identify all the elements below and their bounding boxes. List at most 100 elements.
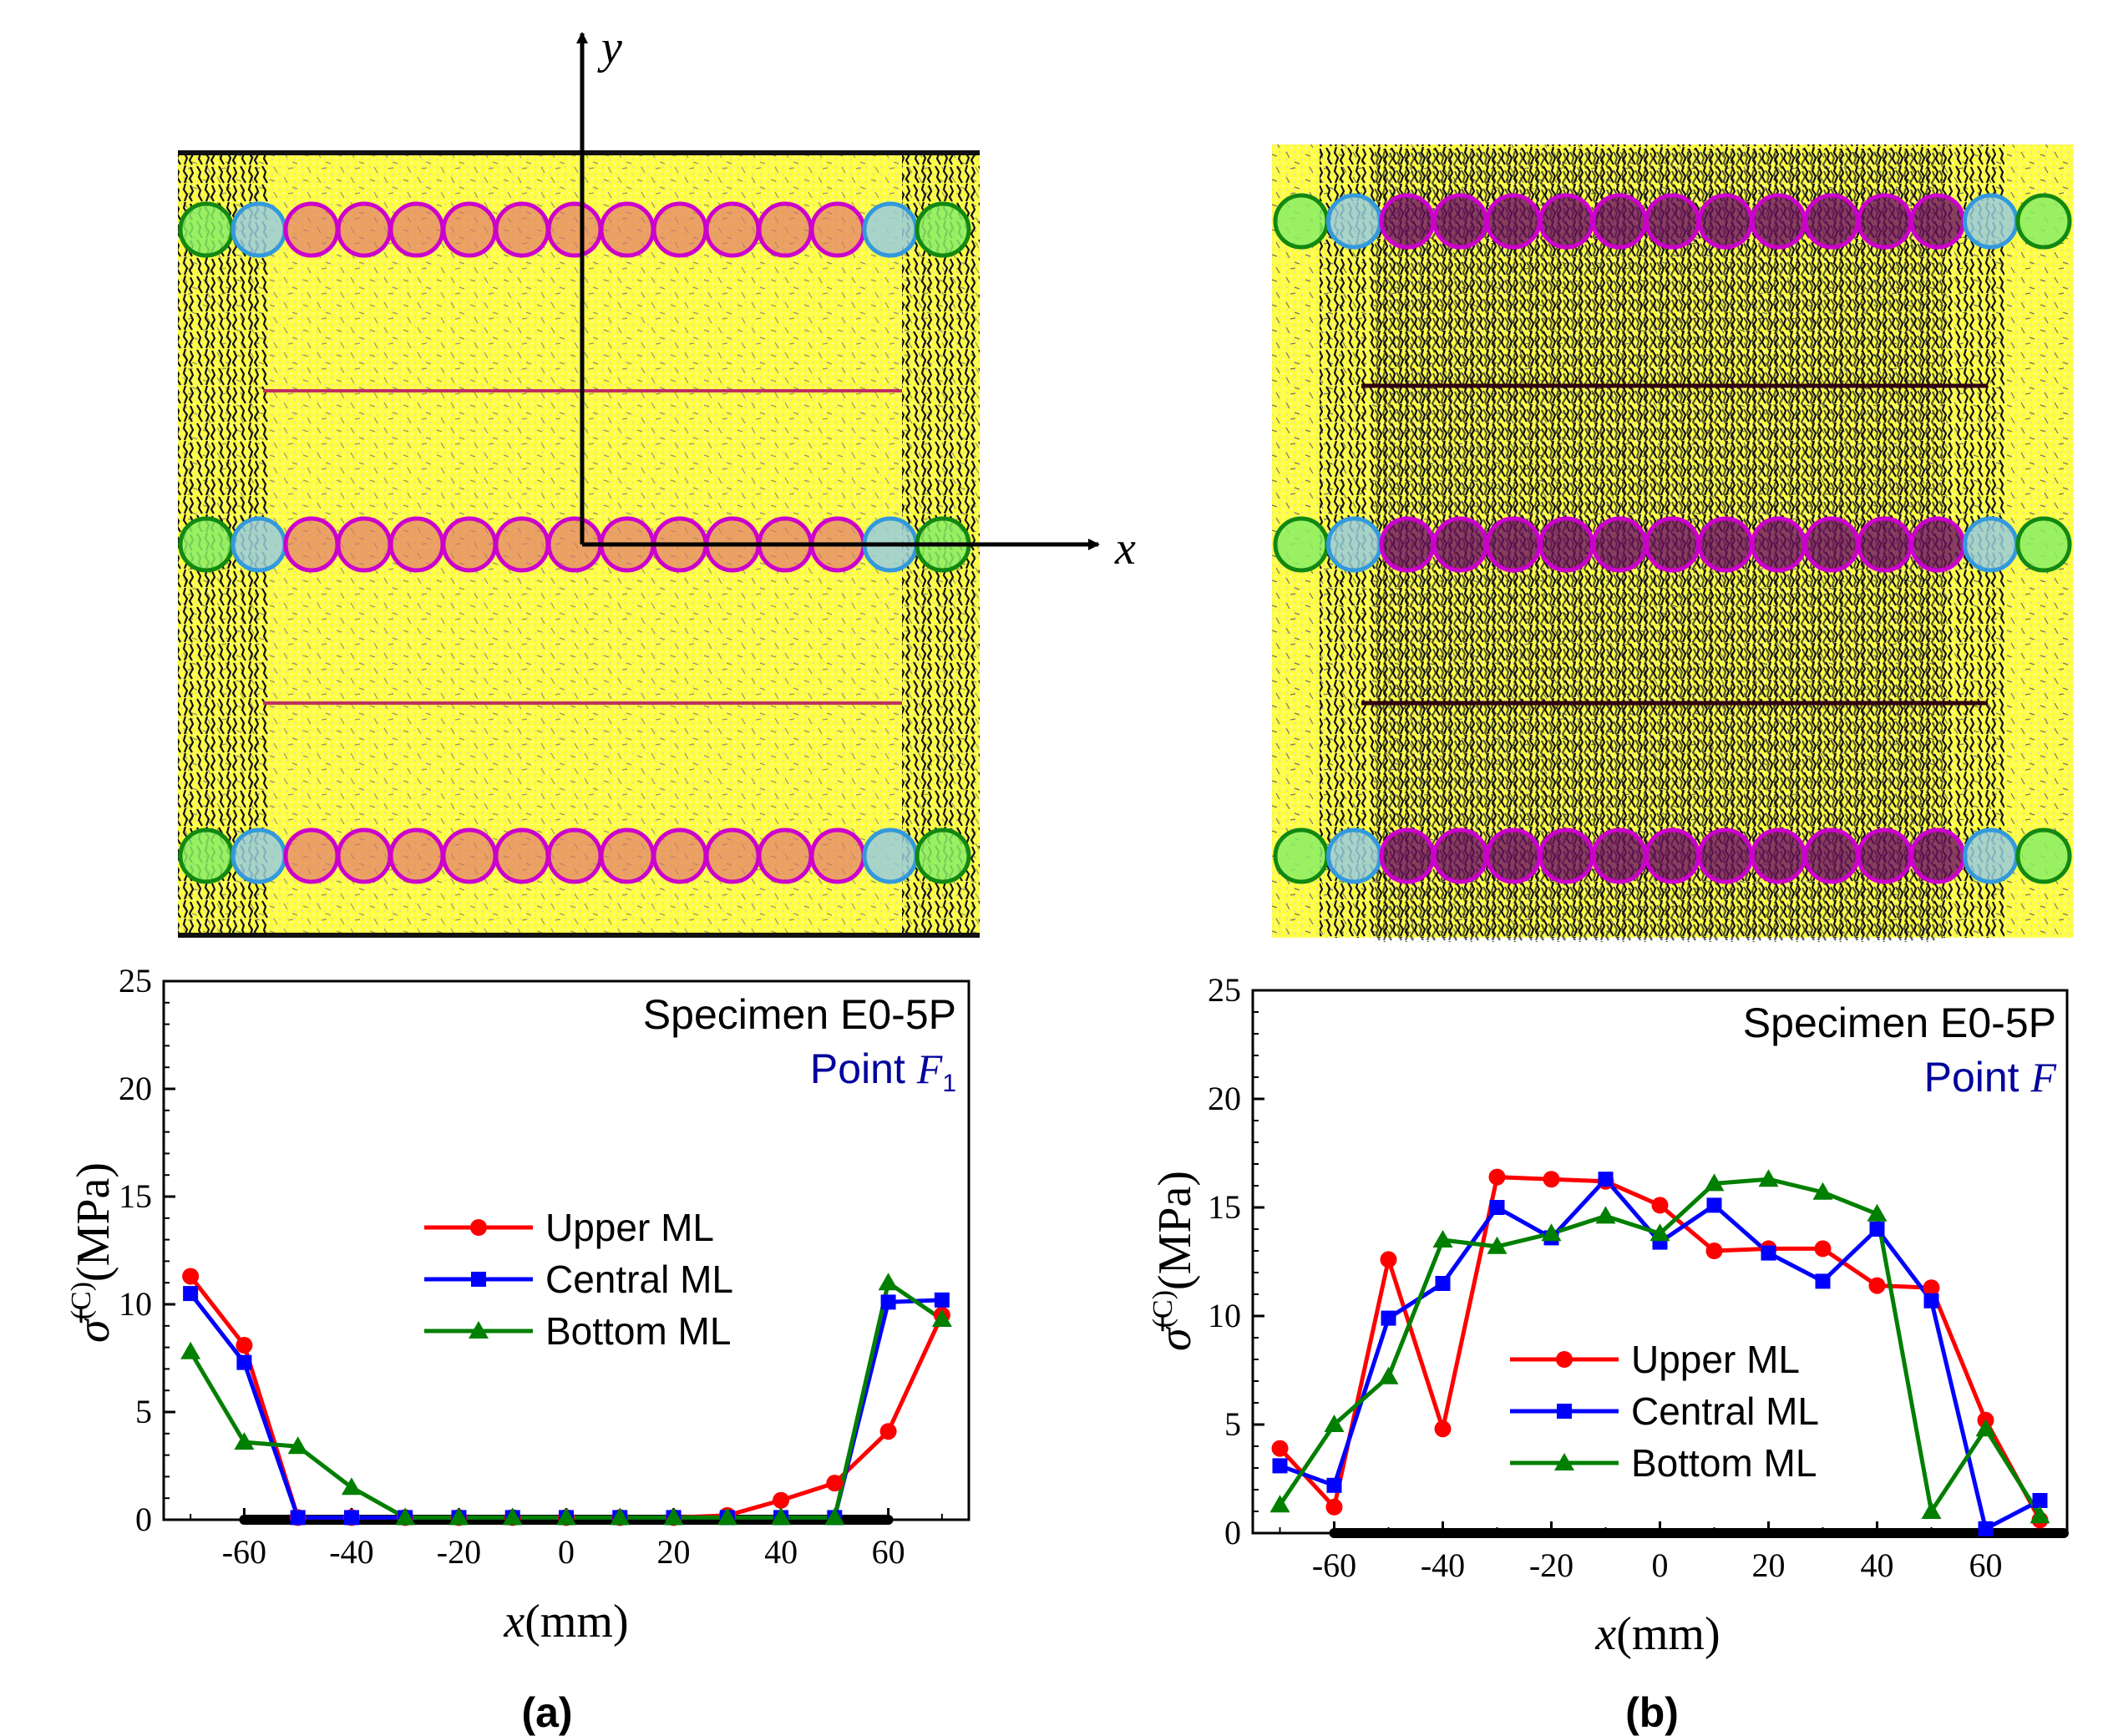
data-point-circle [1434,1420,1452,1438]
legend-label: Bottom ML [1631,1441,1817,1485]
y-tick-label: 5 [1224,1405,1241,1443]
gauge-circle [1644,516,1700,573]
legend-label: Upper ML [1631,1338,1800,1381]
gauge-circle [862,828,919,884]
gauge-circle [336,201,393,258]
gauge-circle [231,828,287,884]
y-tick-label: 15 [119,1177,152,1215]
gauge-circle [1751,828,1807,884]
gauge-circle [388,516,445,573]
data-point-circle [1868,1277,1886,1294]
gauge-circle [1963,516,2019,573]
data-point-square [343,1510,359,1526]
x-tick-label: -40 [329,1533,373,1571]
data-point-square [1598,1172,1614,1187]
data-point-square [471,1272,486,1287]
gauge-circle [441,828,498,884]
data-point-triangle [610,1507,631,1526]
gauge-circle [283,828,340,884]
y-axis-label-b: σ̄(C)(MPa) [1148,1171,1201,1351]
y-tick-label: 20 [119,1070,152,1107]
gauge-circle [231,516,287,573]
gauge-circle [1326,828,1382,884]
gauge-circle [1697,516,1754,573]
data-point-triangle [234,1432,255,1450]
data-point-triangle [341,1477,362,1496]
gauge-circle [651,828,708,884]
gauge-circle [1803,828,1860,884]
specimen-annotation-b: Specimen E0-5P [1743,1000,2056,1046]
gauge-circle [1432,828,1488,884]
panel-label-a: (a) [521,1689,572,1736]
data-point-square [290,1510,306,1526]
gauge-circle [1909,828,1966,884]
gauge-circle [1485,828,1542,884]
data-point-triangle [1487,1236,1508,1254]
gauge-circle [1538,828,1594,884]
x-tick-label: -20 [437,1533,481,1571]
data-point-square [1557,1404,1572,1419]
data-point-triangle [180,1341,201,1359]
gauge-circle [1963,828,2019,884]
data-point-circle [1705,1243,1723,1259]
data-point-square [1435,1276,1451,1291]
gauge-circle [1803,516,1860,573]
gauge-circle [1751,516,1807,573]
data-point-triangle [1595,1206,1616,1224]
gauge-circle [862,201,919,258]
gauge-circle [1538,516,1594,573]
gauge-circle [915,828,971,884]
panel-label-b: (b) [1625,1689,1679,1736]
gauge-circle [1644,193,1700,250]
gauge-circle [651,201,708,258]
gauge-circle [441,201,498,258]
gauge-circle [494,201,550,258]
gauge-circle [1485,516,1542,573]
gauge-circle [546,201,603,258]
legend-a: Upper ML Central ML Bottom ML [424,1206,733,1353]
data-point-square [1923,1293,1939,1308]
data-point-triangle [931,1309,952,1328]
gauge-circle [336,516,393,573]
gauge-circle [757,201,813,258]
y-tick-label: 10 [119,1285,152,1323]
gauge-circle [494,828,550,884]
x-tick-label: -20 [1529,1546,1573,1584]
data-point-square [1706,1197,1722,1213]
data-point-circle [773,1491,790,1509]
data-point-triangle [1554,1453,1574,1470]
data-point-circle [470,1219,487,1236]
gauge-circle [546,828,603,884]
data-point-triangle [1812,1182,1833,1200]
gauge-circle [1432,193,1488,250]
x-tick-label: -60 [222,1533,266,1571]
data-point-triangle [556,1507,576,1526]
gauge-circle [1591,193,1648,250]
x-tick-label: 20 [1752,1546,1786,1584]
gauge-circle [1538,193,1594,250]
y-tick-label: 0 [135,1501,152,1538]
x-axis-label-a: x(mm) [503,1596,628,1647]
data-point-triangle [663,1507,684,1526]
gauge-circle [1485,193,1542,250]
data-point-circle [1325,1498,1343,1516]
data-point-square [880,1294,896,1310]
gauge-circle [2015,193,2072,250]
data-point-triangle [1758,1169,1779,1187]
legend-label: Central ML [545,1258,733,1301]
gauge-circle [704,201,761,258]
y-tick-label: 5 [135,1393,152,1430]
data-point-triangle [824,1507,845,1526]
y-tick-label: 15 [1208,1188,1241,1226]
gauge-circle [809,201,866,258]
gauge-circle [1857,516,1913,573]
gauge-circle [1963,193,2019,250]
legend-label: Bottom ML [545,1309,731,1353]
data-point-square [934,1292,950,1308]
data-point-triangle [469,1321,489,1339]
data-point-square [1272,1458,1288,1474]
gauge-circle [1644,828,1700,884]
specimen-image-b [1272,144,2074,942]
gauge-circle [178,828,235,884]
